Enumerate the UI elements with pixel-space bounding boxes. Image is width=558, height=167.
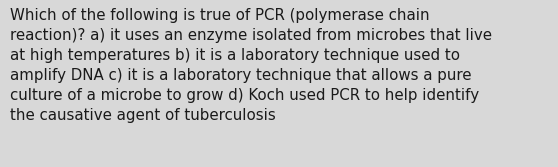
Text: Which of the following is true of PCR (polymerase chain
reaction)? a) it uses an: Which of the following is true of PCR (p… [10, 8, 492, 123]
